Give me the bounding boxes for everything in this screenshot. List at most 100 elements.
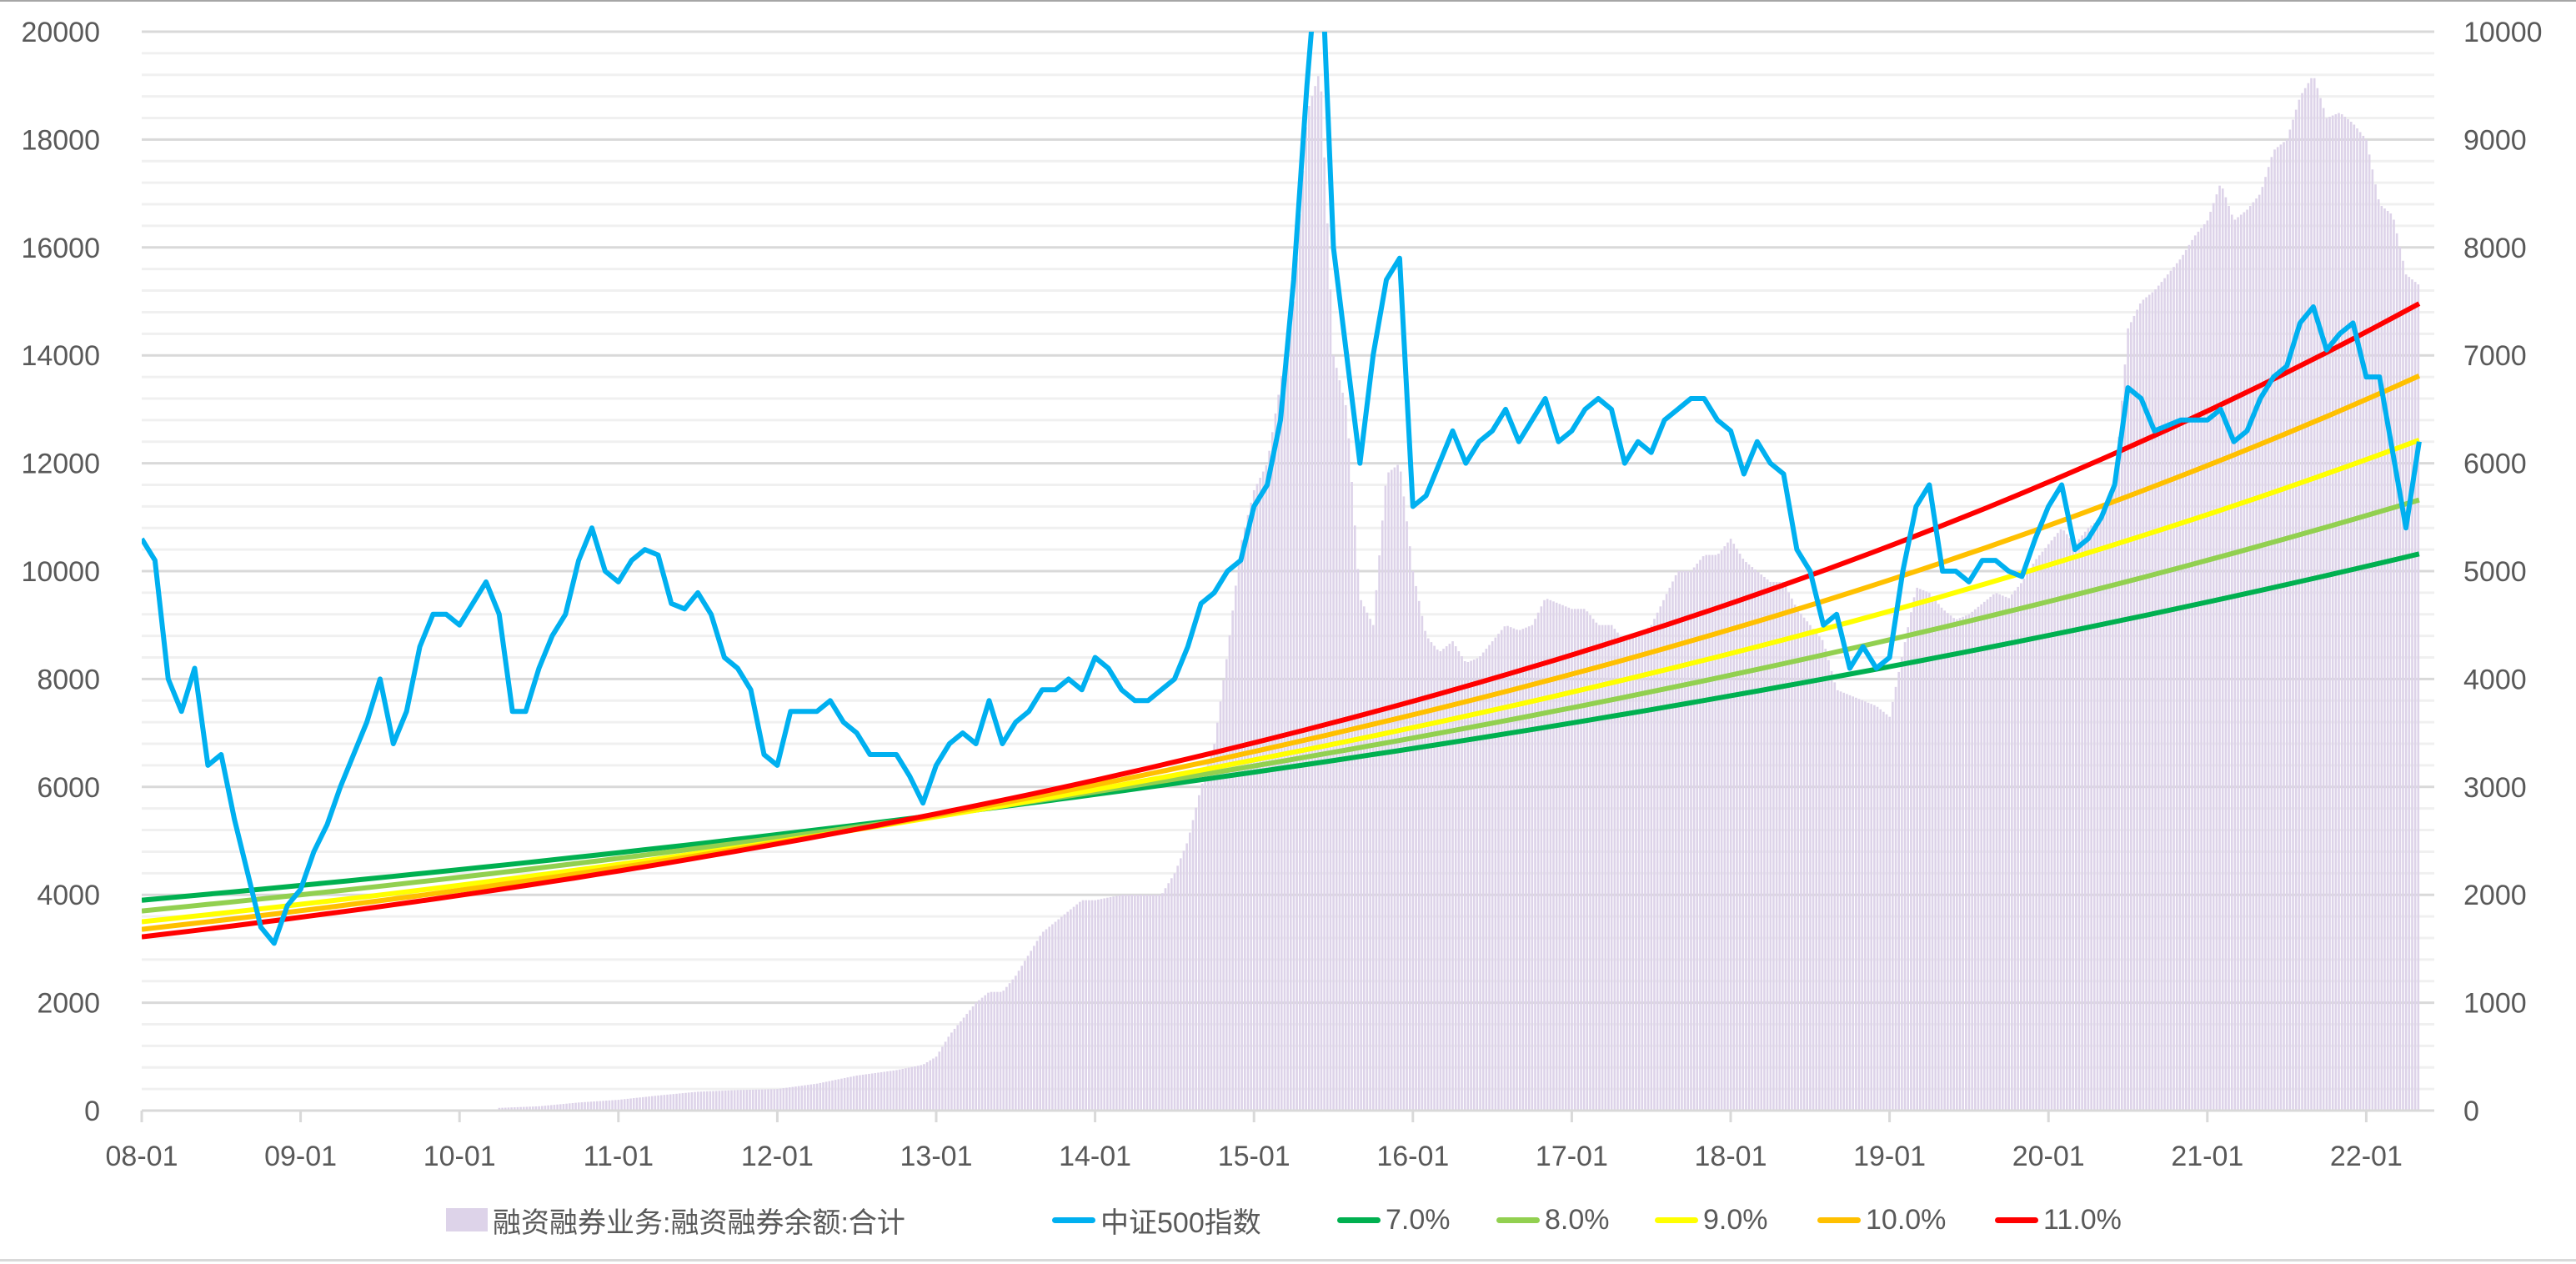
growth-line-g8: [142, 497, 2420, 914]
margin-bar: [690, 1092, 694, 1111]
margin-bar: [2316, 88, 2319, 1111]
margin-bar: [2283, 142, 2285, 1111]
margin-bar: [620, 1099, 623, 1111]
margin-bar: [1244, 527, 1246, 1111]
margin-bar: [2358, 132, 2362, 1111]
margin-bar: [1546, 599, 1549, 1111]
margin-bar: [1848, 695, 1852, 1111]
margin-bar: [504, 1107, 507, 1111]
margin-bar: [1433, 645, 1436, 1111]
legend-item-10pct: 10.0%: [1817, 1199, 1946, 1241]
margin-bar: [1567, 607, 1571, 1111]
margin-bar: [1329, 289, 1332, 1111]
margin-bar: [849, 1076, 852, 1111]
margin-bar: [1216, 722, 1219, 1111]
margin-bar: [1476, 658, 1479, 1111]
margin-bar: [1754, 569, 1757, 1111]
margin-bar: [1846, 694, 1848, 1111]
margin-bar: [1692, 567, 1696, 1111]
margin-bar: [1708, 554, 1711, 1111]
margin-bar: [1090, 900, 1094, 1111]
margin-bar: [1561, 604, 1564, 1111]
margin-bar: [2325, 118, 2328, 1111]
margin-bar: [956, 1025, 960, 1111]
margin-bar: [2013, 590, 2017, 1111]
margin-bar: [1210, 753, 1213, 1111]
margin-bar: [1937, 604, 1940, 1111]
margin-bar: [553, 1105, 556, 1111]
margin-bar: [1631, 638, 1635, 1111]
margin-bar: [1751, 567, 1754, 1111]
margin-bar: [2303, 88, 2307, 1111]
margin-bar: [1947, 613, 1949, 1111]
margin-bar: [1112, 896, 1115, 1111]
margin-bar: [1506, 625, 1509, 1111]
margin-bar: [2178, 259, 2182, 1111]
margin-bar: [2114, 473, 2117, 1111]
margin-bar: [1351, 481, 1353, 1111]
margin-bar: [2188, 244, 2191, 1111]
margin-bar: [1815, 632, 1818, 1111]
margin-bar: [617, 1100, 620, 1111]
margin-bar: [1406, 521, 1408, 1111]
margin-bar: [1635, 636, 1637, 1111]
margin-bar: [1253, 489, 1255, 1111]
margin-bar: [2044, 548, 2047, 1111]
margin-bar: [733, 1090, 736, 1111]
margin-bar: [1195, 807, 1197, 1111]
margin-bar: [2099, 518, 2102, 1111]
margin-bar: [1745, 562, 1747, 1111]
margin-bar: [1323, 157, 1326, 1111]
margin-bar: [540, 1106, 544, 1111]
margin-bar: [2068, 538, 2072, 1111]
margin-bar: [1622, 640, 1626, 1111]
margin-bar: [1399, 471, 1402, 1111]
margin-bar: [1842, 692, 1846, 1111]
margin-bar: [513, 1107, 516, 1111]
margin-bar: [806, 1085, 809, 1111]
margin-bar: [1305, 127, 1307, 1111]
margin-bar: [2393, 219, 2395, 1111]
margin-bar: [1650, 624, 1653, 1111]
margin-bar: [2038, 555, 2041, 1111]
margin-bar: [1907, 627, 1909, 1111]
y-left-tick-label: 10000: [21, 556, 100, 588]
margin-bar: [1054, 921, 1057, 1111]
margin-bar: [889, 1071, 892, 1111]
margin-bar: [604, 1101, 608, 1111]
legend-swatch-9pct: [1655, 1216, 1698, 1223]
y-right-tick-label: 3000: [2463, 772, 2527, 804]
margin-bar: [635, 1097, 639, 1111]
margin-bar: [776, 1089, 779, 1111]
margin-bar: [1240, 539, 1243, 1111]
margin-bar: [1995, 593, 1998, 1111]
window-top-border: [0, 0, 2576, 2]
margin-bar: [1127, 895, 1130, 1111]
margin-bar: [1980, 604, 1982, 1111]
margin-bar: [2120, 400, 2123, 1111]
margin-bar: [846, 1077, 849, 1111]
margin-bar: [990, 991, 993, 1111]
margin-bar: [1549, 599, 1552, 1111]
margin-bar: [2163, 278, 2166, 1111]
legend-item-8pct: 8.0%: [1496, 1199, 1610, 1241]
margin-bar: [794, 1086, 797, 1111]
margin-bar: [1571, 609, 1573, 1111]
margin-bar: [1292, 301, 1296, 1111]
growth-line-g10: [142, 374, 2421, 932]
margin-bar: [1864, 701, 1867, 1111]
margin-bar: [1720, 549, 1723, 1111]
margin-bar: [905, 1068, 907, 1111]
margin-bar: [1445, 646, 1448, 1111]
margin-bar: [1797, 609, 1800, 1111]
margin-bar: [1870, 704, 1873, 1111]
margin-bar: [1140, 895, 1142, 1111]
margin-bar: [714, 1091, 718, 1111]
margin-bar: [831, 1080, 834, 1111]
margin-bar: [1494, 637, 1497, 1111]
margin-bar: [1656, 612, 1659, 1111]
margin-bar: [1491, 641, 1494, 1111]
margin-bar: [2022, 578, 2026, 1111]
margin-bar: [1155, 895, 1158, 1111]
margin-bar: [2206, 220, 2209, 1111]
